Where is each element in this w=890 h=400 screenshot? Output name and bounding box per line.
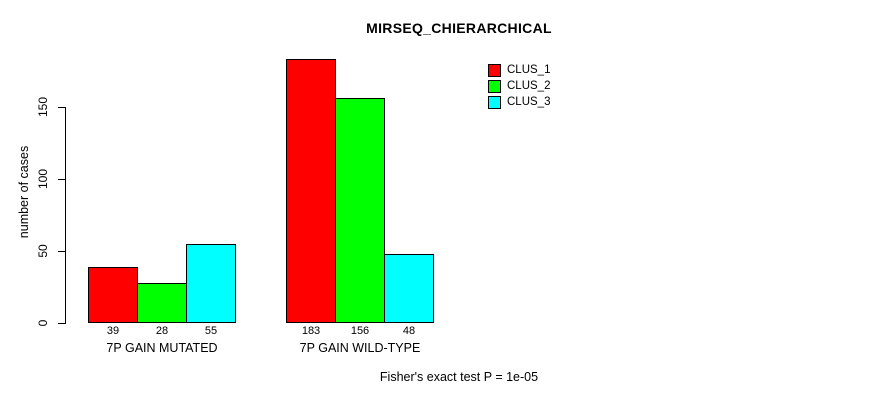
bar-clus_3-group1 [186,244,236,323]
legend-row: CLUS_3 [488,96,550,109]
legend-swatch-clus_3 [488,96,501,109]
bar-value-label: 48 [402,325,416,337]
legend-swatch-clus_1 [488,64,501,77]
bar-value-label: 28 [155,325,169,337]
bar-clus_2-group2 [335,98,385,323]
y-tick [58,323,65,324]
legend-swatch-clus_2 [488,80,501,93]
bar-clus_1-group1 [88,267,138,323]
bar-value-label: 156 [350,325,370,337]
legend: CLUS_1 CLUS_2 CLUS_3 [488,64,550,112]
y-tick-label: 0 [36,319,50,327]
legend-row: CLUS_2 [488,80,550,93]
footnote-text: Fisher's exact test P = 1e-05 [379,370,539,384]
category-label: 7P GAIN MUTATED [106,341,218,355]
y-axis-line [65,107,66,324]
bar-clus_2-group1 [137,283,187,323]
y-tick [58,251,65,252]
y-tick [58,107,65,108]
bar-value-label: 55 [204,325,218,337]
bar-value-label: 39 [106,325,120,337]
y-tick-label: 50 [36,244,50,258]
bar-clus_1-group2 [286,59,336,323]
y-tick [58,179,65,180]
legend-label: CLUS_2 [507,80,551,92]
y-tick-label: 100 [36,168,50,190]
legend-label: CLUS_3 [507,96,551,108]
bar-value-label: 183 [301,325,321,337]
legend-row: CLUS_1 [488,64,550,77]
category-label: 7P GAIN WILD-TYPE [299,341,421,355]
bar-clus_3-group2 [384,254,434,323]
y-axis-label: number of cases [17,145,31,239]
chart-title: MIRSEQ_CHIERARCHICAL [366,20,552,36]
legend-label: CLUS_1 [507,64,551,76]
y-tick-label: 150 [36,96,50,118]
